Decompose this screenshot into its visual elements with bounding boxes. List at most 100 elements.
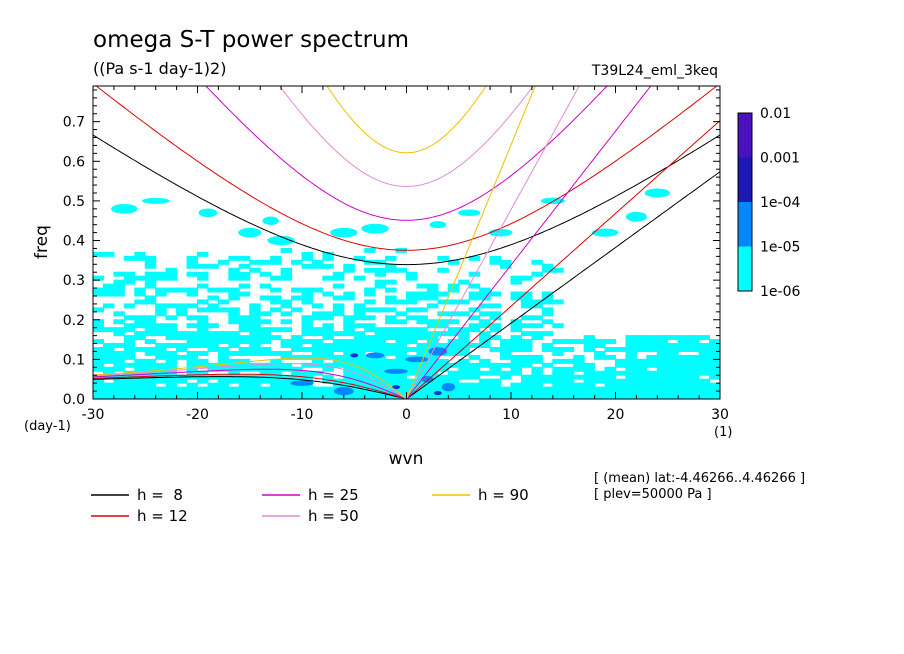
power-cell [134,255,146,261]
power-cell [364,382,376,388]
power-cell [197,323,209,329]
kelvin-curve-h12 [406,120,720,399]
power-cell [259,271,272,277]
power-cell [280,267,293,273]
power-cell [510,354,522,360]
power-cell [583,343,596,348]
power-cell [573,390,585,396]
ig-curve-h25 [205,86,608,221]
power-cell [395,335,407,341]
power-cell [113,343,125,348]
power-cell [113,327,125,333]
power-cell [688,362,700,368]
power-cell [113,378,125,384]
power-cell [249,382,261,388]
power-cell [531,358,543,364]
power-cell [646,382,658,388]
power-cell [500,370,512,376]
power-cell [238,255,251,261]
power-cell [165,287,178,293]
power-cell [155,390,167,396]
power-cell [155,311,167,317]
power-cell [134,346,146,352]
power-cell [426,378,439,384]
power-cell [364,339,376,345]
power-cell [520,358,533,364]
power-cell [500,362,512,368]
power-cell [291,259,303,265]
power-cell [238,386,251,392]
power-cell [353,346,366,352]
power-cell [426,343,439,348]
power-cell [709,394,720,399]
power-cell [458,346,470,352]
power-cell [322,362,334,368]
power-patch [238,227,262,238]
power-cell [468,323,481,329]
power-cell [374,346,387,352]
power-cell [123,339,136,345]
power-cell [667,390,679,396]
power-cell [698,378,711,384]
power-cell [238,323,251,329]
power-cell [625,378,637,384]
legend-label-h12: h = 12 [137,507,188,525]
power-cell [698,390,711,396]
power-cell [426,358,439,364]
power-cell [385,382,397,388]
power-cell [155,307,167,313]
power-cell [406,370,418,376]
chart-subtitle: ((Pa s-1 day-1)2) [93,59,226,78]
power-cell [270,259,282,265]
power-cell [186,362,198,368]
power-cell [615,370,627,376]
power-cell [270,350,282,356]
power-cell [406,346,418,352]
power-cell [197,299,209,305]
power-cell [197,275,209,281]
power-cell [677,358,690,364]
power-cell [635,358,648,364]
power-cell [500,263,512,269]
power-cell [238,275,251,281]
power-cell [688,343,700,348]
power-cell [301,315,313,321]
power-cell [520,331,533,337]
power-cell [353,394,366,399]
power-cell [280,271,293,277]
power-cell [468,362,481,368]
power-cell [249,343,261,348]
power-cell [259,331,272,337]
power-cell [322,378,334,384]
power-cell [311,358,324,364]
power-cell [280,386,293,392]
power-cell [249,362,261,368]
power-cell [102,251,115,257]
power-cell [93,327,104,333]
power-cell [311,327,324,333]
power-cell [583,386,596,392]
power-patch [591,228,619,237]
power-cell [447,394,460,399]
power-cell [332,311,345,317]
power-cell [552,267,564,273]
power-cell [343,263,355,269]
power-cell [176,287,188,293]
power-cell [155,303,167,309]
power-cell [541,378,554,384]
ig-curve-h90 [326,86,487,154]
power-cell [311,390,324,396]
power-cell [165,358,178,364]
power-cell [604,374,616,380]
power-cell [165,394,178,399]
power-cell [322,354,334,360]
power-cell [311,339,324,345]
power-cell [353,311,366,317]
power-cell [113,382,125,388]
power-cell [197,315,209,321]
power-cell [406,362,418,368]
power-cell [656,394,669,399]
power-cell [395,362,407,368]
power-cell [709,343,720,348]
power-cell [437,311,449,317]
